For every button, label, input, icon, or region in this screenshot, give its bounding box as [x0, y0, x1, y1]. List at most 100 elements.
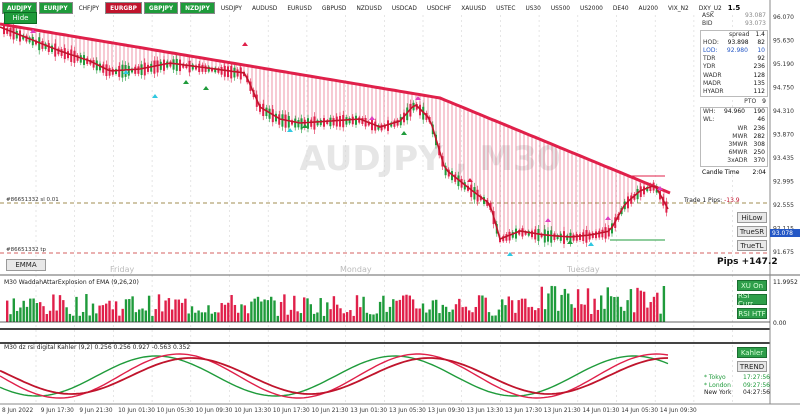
candle-body: [380, 124, 383, 131]
symbol-eurgbp[interactable]: EURGBP: [105, 1, 142, 14]
symbol-gbpusd[interactable]: GBPUSD: [321, 3, 347, 12]
histogram-bar: [418, 308, 421, 322]
symbol-de40[interactable]: DE40: [612, 3, 629, 12]
symbol-ustec[interactable]: USTEC: [496, 3, 516, 12]
day-label-monday: Monday: [340, 265, 372, 274]
candle-body: [323, 118, 325, 127]
histogram-bar: [375, 313, 378, 322]
histogram-bar: [441, 304, 444, 322]
symbol-chfjpy[interactable]: CHFJPY: [78, 3, 100, 12]
xu-on-button[interactable]: XU On: [737, 280, 767, 291]
session-newyork: New York 04:27:56: [704, 389, 770, 396]
sl-line-label: #86651332 sl 0.01: [6, 197, 59, 203]
histogram-bar: [35, 303, 39, 322]
info-row-lod: LOD: 92.980 10: [703, 46, 765, 54]
rsi-curr-button[interactable]: RSI Curr: [737, 292, 767, 308]
symbol-nzdusd[interactable]: NZDUSD: [356, 3, 382, 12]
histogram-bar: [606, 287, 609, 322]
histogram-bar: [613, 297, 616, 322]
candle-body: [102, 64, 105, 73]
symbol-us500[interactable]: US500: [550, 3, 571, 12]
candle-body: [233, 67, 236, 78]
symbol-eurjpy[interactable]: EURJPY: [38, 1, 73, 14]
candle-body: [361, 117, 364, 124]
histogram-bar: [563, 288, 567, 322]
info-row-hyadr: HYADR 112: [703, 87, 765, 95]
truesr-button[interactable]: TrueSR: [737, 226, 767, 237]
candle-body: [521, 228, 524, 237]
candle-body: [303, 119, 306, 128]
candle-body: [131, 68, 133, 73]
symbol-vix_n2[interactable]: VIX_N2: [668, 3, 689, 12]
histogram-bar: [494, 315, 497, 322]
kahler-button[interactable]: Kahler: [737, 347, 767, 358]
hilow-button[interactable]: HiLow: [737, 212, 767, 223]
candle-body: [57, 48, 60, 55]
histogram-bar: [520, 298, 524, 322]
candle-body: [505, 234, 508, 241]
symbol-dxy_u2[interactable]: DXY_U2: [698, 3, 722, 12]
histogram-bar: [19, 307, 22, 322]
symbol-eurusd[interactable]: EURUSD: [287, 3, 312, 12]
histogram-bar: [29, 298, 32, 322]
candle-body: [137, 66, 140, 74]
histogram-bar: [359, 307, 362, 322]
histogram-bar: [603, 308, 606, 322]
candle-body: [111, 68, 114, 75]
signal-arrow: [369, 116, 375, 120]
symbol-usdcad[interactable]: USDCAD: [391, 3, 417, 12]
histogram-bar: [583, 304, 586, 322]
candle-body: [185, 64, 188, 69]
candle-body: [342, 114, 345, 128]
histogram-bar: [362, 296, 365, 322]
histogram-bar: [114, 301, 118, 322]
time-tick-label: 9 Jun 17:30: [41, 408, 74, 414]
symbol-usdjpy[interactable]: USDJPY: [220, 3, 243, 12]
symbol-gbpjpy[interactable]: GBPJPY: [143, 1, 179, 14]
candle-body: [569, 232, 572, 244]
symbol-usdchf[interactable]: USDCHF: [426, 3, 452, 12]
histogram-bar: [458, 298, 461, 322]
histogram-bar: [586, 288, 590, 322]
trade-pips-label: Trade 1 Pips: -13.9: [684, 197, 740, 204]
candle-body: [371, 119, 373, 131]
histogram-bar: [164, 300, 167, 322]
symbol-nzdjpy[interactable]: NZDJPY: [180, 1, 215, 14]
candle-body: [313, 116, 316, 130]
symbol-xauusd[interactable]: XAUUSD: [461, 3, 487, 12]
histogram-bar: [530, 306, 534, 322]
signal-arrow: [567, 240, 573, 244]
histogram-bar: [48, 310, 52, 322]
ask-row: ASK 93.087: [702, 12, 766, 20]
histogram-bar: [289, 309, 293, 322]
hide-button[interactable]: Hide: [4, 12, 37, 24]
histogram-bar: [471, 312, 474, 322]
candle-body: [41, 41, 44, 49]
histogram-bar: [451, 309, 454, 322]
histogram-bar: [501, 299, 504, 322]
histogram-bar: [88, 315, 91, 322]
histogram-bar: [190, 306, 194, 322]
emma-button[interactable]: EMMA: [6, 259, 46, 271]
candle-body: [172, 59, 175, 70]
symbol-us30[interactable]: US30: [525, 3, 541, 12]
symbol-audusd[interactable]: AUDUSD: [252, 3, 278, 12]
symbol-au200[interactable]: AU200: [638, 3, 658, 12]
price-tick-label: 94.310: [773, 108, 794, 115]
price-drop-lines: [7, 25, 665, 238]
symbol-us2000[interactable]: US2000: [580, 3, 603, 12]
histogram-bar: [246, 313, 250, 322]
histogram-bar: [388, 306, 392, 322]
truetl-button[interactable]: TrueTL: [737, 240, 767, 251]
histogram-bar: [167, 298, 171, 322]
histogram-bar: [197, 310, 200, 322]
rsi-htf-button[interactable]: RSI HTF: [737, 308, 767, 319]
histogram-bar: [623, 310, 626, 322]
candle-body: [646, 186, 649, 192]
histogram-bar: [405, 294, 408, 322]
histogram-bar: [365, 312, 369, 322]
candle-body: [639, 186, 642, 197]
candle-body: [63, 48, 66, 60]
trend-button[interactable]: TREND: [737, 361, 767, 372]
